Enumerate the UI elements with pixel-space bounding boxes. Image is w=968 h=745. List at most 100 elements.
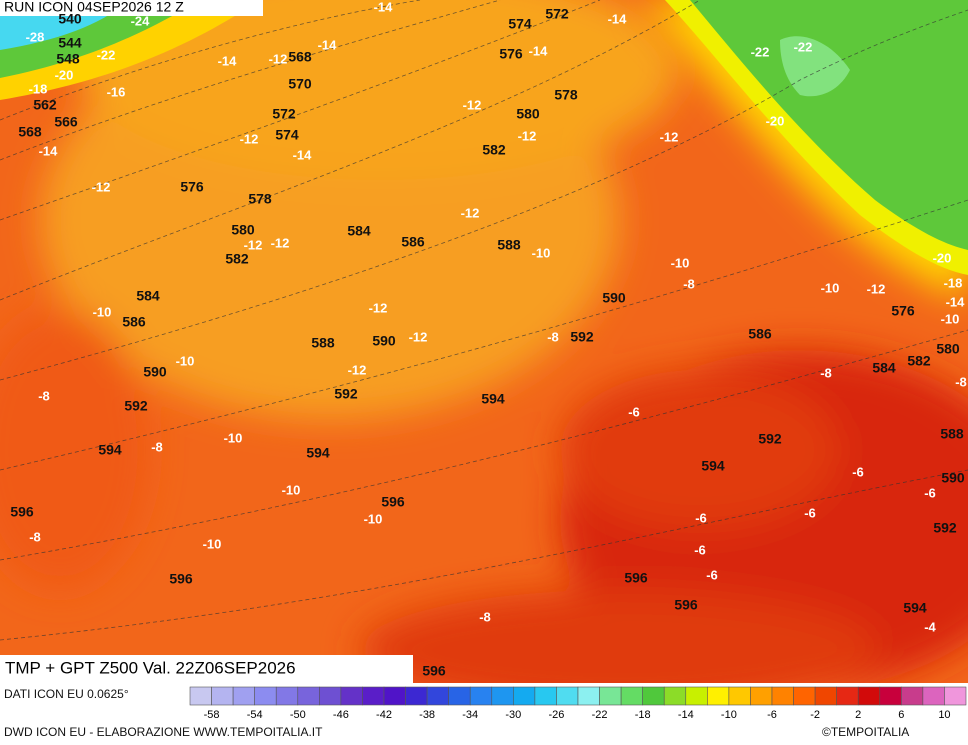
geopotential-label: 540 [58, 11, 82, 27]
colorbar-label: -34 [462, 709, 478, 721]
temperature-label: -4 [924, 619, 936, 634]
temperature-label: -12 [369, 300, 388, 315]
geopotential-label: 568 [18, 124, 42, 140]
color-swatch [254, 686, 277, 706]
run-label: RUN ICON 04SEP2026 12 Z [4, 0, 184, 15]
temperature-label: -18 [29, 81, 48, 96]
geopotential-label: 584 [136, 288, 160, 304]
temperature-label: -10 [671, 255, 690, 270]
colorbar-label: -42 [376, 709, 392, 721]
temperature-label: -12 [348, 362, 367, 377]
geopotential-label: 572 [545, 6, 569, 22]
colorbar-label: -26 [548, 709, 564, 721]
geopotential-label: 586 [748, 326, 772, 342]
color-swatch [577, 686, 600, 706]
geopotential-label: 586 [401, 234, 425, 250]
temperature-label: -14 [608, 11, 628, 26]
temperature-label: -6 [628, 404, 640, 419]
color-swatch [642, 686, 665, 706]
brand-label: ©TEMPOITALIA [822, 725, 909, 739]
geopotential-label: 594 [701, 458, 725, 474]
temperature-label: -16 [107, 84, 126, 99]
color-swatch [620, 686, 643, 706]
color-swatch [771, 686, 794, 706]
contour-lines [0, 0, 968, 641]
temperature-label: -20 [55, 67, 74, 82]
color-swatch [836, 686, 859, 706]
geopotential-label: 544 [58, 35, 82, 51]
temperature-label: -12 [461, 205, 480, 220]
temperature-label: -22 [97, 47, 116, 62]
temperature-label: -6 [852, 464, 864, 479]
temperature-label: -14 [293, 147, 313, 162]
geopotential-label: 594 [481, 391, 505, 407]
color-swatch [189, 686, 212, 706]
geopotential-label: 592 [758, 431, 782, 447]
temperature-label: -20 [766, 113, 785, 128]
geopotential-label: 576 [891, 303, 915, 319]
color-swatch [448, 686, 471, 706]
color-swatch [491, 686, 514, 706]
colorbar-label: 2 [855, 709, 861, 721]
geopotential-label: 580 [516, 106, 540, 122]
color-swatch [857, 686, 881, 706]
temperature-label: -8 [38, 388, 50, 403]
geopotential-label: 588 [311, 335, 335, 351]
geopotential-label: 594 [306, 445, 330, 461]
header-box [0, 0, 263, 16]
geopotential-label: 592 [334, 386, 358, 402]
temperature-label: -14 [529, 43, 549, 58]
colorbar: -58 -54 -50 -46 -42 -38 -34 -30 -26 -22 -18 -14 -10-… [189, 686, 967, 721]
geopotential-label: 590 [143, 364, 167, 380]
geopotential-label: 596 [674, 597, 698, 613]
temperature-label: -10 [364, 511, 383, 526]
geopotential-label: 596 [169, 571, 193, 587]
temperature-label: -6 [695, 510, 707, 525]
temperature-label: -14 [39, 143, 59, 158]
geopotential-label: 582 [225, 251, 249, 267]
geopotential-label: 580 [936, 341, 960, 357]
temperature-label: -10 [176, 353, 195, 368]
temperature-label: -14 [218, 53, 238, 68]
temperature-label: -10 [224, 430, 243, 445]
colorbar-label: -14 [678, 709, 694, 721]
geopotential-label: 582 [907, 353, 931, 369]
color-swatch [944, 686, 967, 706]
colorbar-label: -22 [592, 709, 608, 721]
color-swatch [814, 686, 837, 706]
temperature-label: -12 [240, 131, 259, 146]
temperature-label: -8 [683, 276, 695, 291]
temperature-label: -12 [409, 329, 428, 344]
geopotential-label: 596 [10, 504, 34, 520]
geopotential-label: 572 [272, 106, 296, 122]
color-swatch [319, 686, 342, 706]
temperature-label: -22 [751, 44, 770, 59]
temperature-label: -8 [547, 329, 559, 344]
colorbar-label: -38 [419, 709, 435, 721]
geopotential-label: 594 [903, 600, 927, 616]
temperature-label: -12 [518, 128, 537, 143]
temperature-label: -6 [804, 505, 816, 520]
color-swatch [750, 686, 773, 706]
geopotential-label: 580 [231, 222, 255, 238]
geopotential-label: 592 [933, 520, 957, 536]
geopotential-label: 576 [499, 46, 523, 62]
temperature-label: -12 [269, 51, 288, 66]
temperature-label: -10 [203, 536, 222, 551]
geopotential-label: 588 [940, 426, 964, 442]
temperature-label: -10 [821, 280, 840, 295]
temperature-label: -8 [955, 374, 967, 389]
color-swatch [405, 686, 428, 706]
colorbar-label: -18 [635, 709, 651, 721]
geopotential-label: 582 [482, 142, 506, 158]
geopotential-label: 596 [624, 570, 648, 586]
color-swatch [534, 686, 557, 706]
geopotential-label: 590 [372, 333, 396, 349]
colorbar-label: 10 [938, 709, 950, 721]
temperature-label: -20 [933, 250, 952, 265]
temperature-label: -24 [131, 13, 151, 28]
geopotential-label: 596 [422, 663, 446, 679]
geopotential-label: 590 [602, 290, 626, 306]
